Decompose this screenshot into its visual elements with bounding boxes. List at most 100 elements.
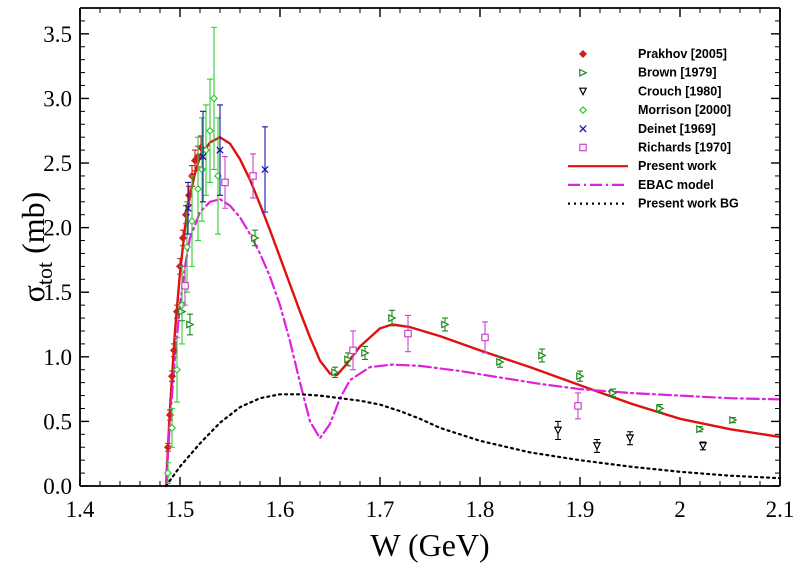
- data-point: [361, 348, 370, 358]
- y-axis-title-subscript: tot: [32, 262, 57, 285]
- series-crouch-1980: [553, 420, 708, 453]
- y-tick-label: 2.0: [43, 216, 72, 241]
- data-point: [656, 404, 665, 413]
- data-point: [172, 365, 182, 374]
- data-point: [441, 320, 450, 329]
- legend-item-brown-1979: Brown [1979]: [579, 66, 717, 80]
- series-brown-1979: [178, 229, 738, 434]
- data-point: [216, 146, 224, 154]
- x-tick-label: 2: [674, 497, 686, 522]
- legend-label: Deinet [1969]: [638, 122, 716, 136]
- legend-item-morrison-2000: Morrison [2000]: [578, 103, 731, 117]
- legend-label: Present work BG: [638, 197, 739, 211]
- data-point: [186, 320, 195, 329]
- y-tick-label: 2.5: [43, 151, 72, 176]
- data-point: [729, 415, 738, 425]
- data-point: [167, 423, 177, 432]
- data-point: [169, 346, 179, 355]
- axes: [79, 7, 781, 487]
- data-point: [209, 94, 219, 103]
- data-point: [553, 426, 563, 435]
- data-point: [696, 424, 705, 434]
- data-point: [496, 357, 505, 367]
- data-point: [331, 368, 340, 377]
- curve-present-work-bg: [164, 393, 782, 488]
- data-point: [344, 355, 353, 364]
- y-axis-title: σtot (mb): [15, 192, 57, 303]
- data-point: [163, 469, 173, 478]
- x-tick-label: 1.5: [166, 497, 195, 522]
- legend-label: Morrison [2000]: [638, 103, 731, 117]
- data-point: [184, 191, 194, 200]
- data-point: [538, 351, 547, 360]
- data-point: [182, 242, 192, 252]
- y-axis-title-unit: (mb): [15, 192, 51, 254]
- data-point: [178, 233, 188, 243]
- legend-item-ebac-model: EBAC model: [568, 178, 714, 192]
- data-point: [261, 165, 269, 174]
- legend-marker: [578, 49, 588, 59]
- y-tick-label: 3.0: [43, 86, 72, 111]
- legend-label: Richards [1970]: [638, 141, 731, 155]
- y-tick-label: 0.0: [43, 474, 72, 499]
- series-deinet-1969: [184, 104, 269, 235]
- data-point: [187, 217, 197, 226]
- curve-present-work: [164, 135, 782, 488]
- data-point: [698, 442, 708, 451]
- legend-marker: [579, 143, 587, 152]
- data-point: [576, 372, 585, 381]
- data-point: [205, 126, 215, 135]
- x-tick-label: 1.7: [366, 497, 395, 522]
- y-tick-label: 3.5: [43, 22, 72, 47]
- svg-text:σtot(mb): σtot (mb): [15, 192, 57, 303]
- x-axis-title: W (GeV): [370, 527, 489, 563]
- data-point: [193, 184, 203, 193]
- y-tick-label: 1.5: [43, 280, 72, 305]
- model-curves: [164, 135, 782, 488]
- data-point: [197, 165, 207, 174]
- data-point: [592, 442, 602, 451]
- legend-item-prakhov-2005: Prakhov [2005]: [578, 47, 727, 61]
- data-point: [163, 443, 173, 452]
- data-point: [221, 178, 229, 187]
- data-point: [167, 372, 177, 381]
- x-tick-label: 2.1: [766, 497, 795, 522]
- data-point: [609, 388, 618, 398]
- legend: Prakhov [2005] Brown [1979] Crouch [1980] M…: [568, 47, 739, 211]
- data-point: [251, 233, 260, 243]
- legend-label: EBAC model: [638, 178, 714, 192]
- data-point: [388, 313, 397, 323]
- y-axis-title-symbol: σ: [15, 285, 51, 302]
- curve-ebac-model: [164, 198, 782, 488]
- legend-item-present-work-bg: Present work BG: [568, 197, 739, 211]
- y-tick-label: 0.5: [43, 409, 72, 434]
- data-points: [163, 26, 738, 484]
- y-tick-label: 1.0: [43, 345, 72, 370]
- legend-item-richards-1970: Richards [1970]: [579, 141, 731, 155]
- x-tick-label: 1.4: [66, 497, 95, 522]
- data-point: [181, 281, 189, 290]
- data-point: [625, 434, 635, 443]
- legend-marker: [579, 125, 587, 133]
- x-tick-label: 1.6: [266, 497, 295, 522]
- legend-item-crouch-1980: Crouch [1980]: [578, 84, 721, 98]
- x-tick-label: 1.8: [466, 497, 495, 522]
- legend-marker: [579, 68, 588, 77]
- legend-marker: [578, 87, 588, 96]
- data-point: [349, 346, 357, 355]
- legend-item-deinet-1969: Deinet [1969]: [579, 122, 716, 136]
- legend-label: Present work: [638, 159, 717, 173]
- x-tick-label: 1.9: [566, 497, 595, 522]
- tick-marks-and-labels: 1.4 1.5 1.6 1.7 1.8 1.9 2 2.1 0.0 0.5 1.0 1.5 2.0 2.5…: [43, 7, 795, 522]
- data-point: [574, 402, 582, 410]
- data-point: [481, 333, 489, 342]
- data-point: [184, 204, 192, 212]
- legend-label: Brown [1979]: [638, 66, 717, 80]
- data-point: [404, 329, 412, 338]
- data-point: [249, 172, 257, 180]
- legend-label: Prakhov [2005]: [638, 47, 727, 61]
- series-richards-1970: [181, 153, 582, 420]
- legend-marker: [578, 106, 588, 115]
- data-point: [199, 152, 207, 161]
- legend-item-present-work: Present work: [568, 159, 717, 173]
